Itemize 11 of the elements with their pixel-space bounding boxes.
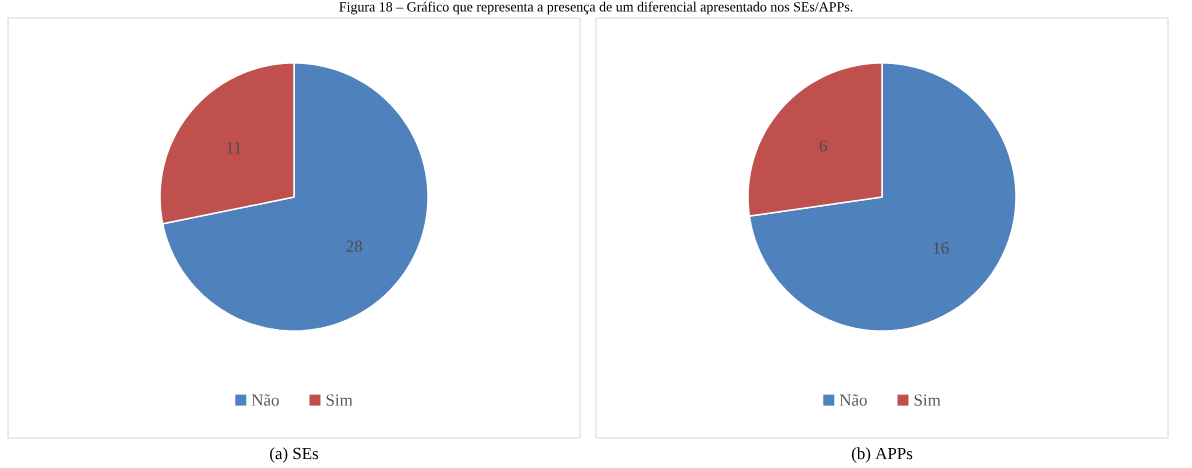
data-label: 28	[346, 240, 363, 252]
text: (b) APPs	[851, 447, 913, 463]
legend-label: Sim	[326, 394, 353, 406]
data-label: 16	[933, 242, 949, 254]
text: Figura 18 – Gráfico que representa a presença de um diferencial apresentado nos SEs/APPs.	[339, 1, 853, 15]
data-label: 11	[227, 142, 241, 154]
legend-label: Não	[839, 394, 867, 406]
text: (a) SEs	[270, 447, 319, 463]
legend-label: Sim	[914, 394, 941, 406]
data-label: 6	[819, 140, 828, 152]
legend-label: Não	[251, 394, 279, 406]
